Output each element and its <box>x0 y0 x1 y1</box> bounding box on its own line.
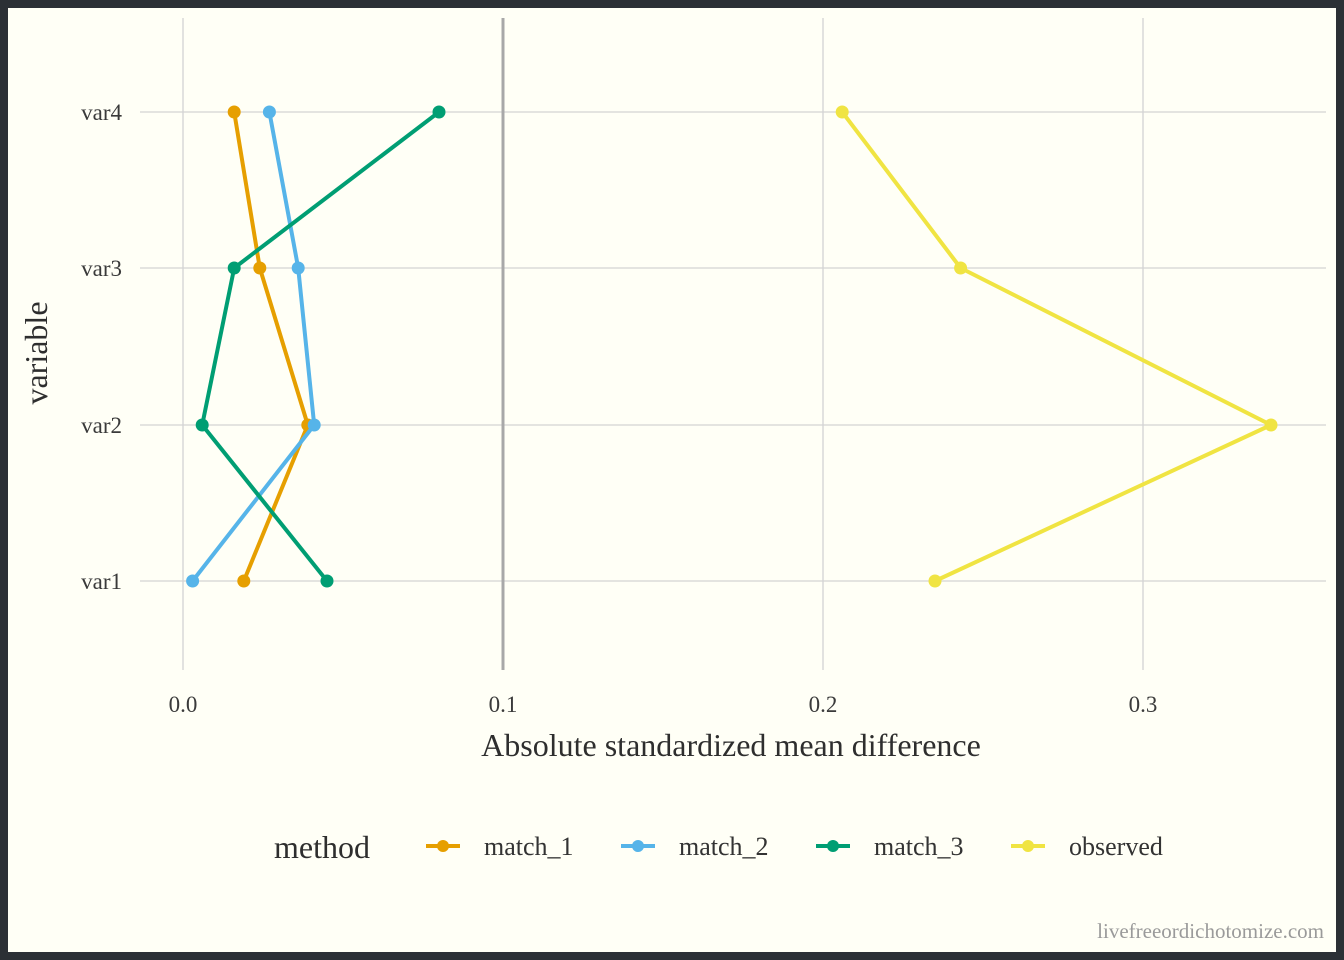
data-point-match_2-var4 <box>262 105 276 119</box>
data-point-match_2-var1 <box>186 574 200 588</box>
legend-title: method <box>274 829 370 865</box>
legend-item-match_3: match_3 <box>816 832 964 861</box>
series-line-match_1 <box>232 111 310 582</box>
legend: method match_1 match_2 match_3 observed <box>274 829 1163 865</box>
data-point-match_2-var3 <box>291 261 305 275</box>
data-point-match_2-var2 <box>307 418 321 432</box>
legend-key-point <box>1022 840 1034 852</box>
data-point-match_3-var4 <box>432 105 446 119</box>
series-line-match_3 <box>200 110 441 583</box>
legend-label: match_2 <box>679 832 769 861</box>
x-tick-label: 0.0 <box>169 692 198 717</box>
chart-svg: var1 var2 var3 var4 0.0 0.1 0.2 0.3 Absolute s… <box>18 18 1326 943</box>
legend-key-point <box>437 840 449 852</box>
y-tick-labels: var1 var2 var3 var4 <box>81 100 122 594</box>
x-tick-label: 0.3 <box>1129 692 1158 717</box>
series-line-observed <box>840 110 1273 583</box>
caption: livefreeordichotomize.com <box>1097 919 1324 943</box>
series-observed <box>835 105 1278 588</box>
data-point-match_3-var1 <box>320 574 334 588</box>
chart-panel: var1 var2 var3 var4 0.0 0.1 0.2 0.3 Absolute s… <box>8 8 1336 952</box>
data-point-match_3-var3 <box>227 261 241 275</box>
legend-label: match_3 <box>874 832 964 861</box>
y-axis-title: variable <box>18 301 54 404</box>
data-point-observed-var2 <box>1264 418 1278 432</box>
legend-key-point <box>632 840 644 852</box>
series-line-match_2 <box>191 111 317 583</box>
data-point-match_1-var1 <box>237 574 251 588</box>
data-point-match_3-var2 <box>195 418 209 432</box>
legend-item-observed: observed <box>1011 832 1163 861</box>
legend-label: match_1 <box>484 832 574 861</box>
x-tick-label: 0.1 <box>489 692 518 717</box>
series-match_1 <box>227 105 315 588</box>
data-point-match_1-var4 <box>227 105 241 119</box>
data-point-observed-var3 <box>954 261 968 275</box>
series-match_2 <box>186 105 321 588</box>
legend-key-point <box>827 840 839 852</box>
series-match_3 <box>195 105 446 588</box>
y-tick-label: var2 <box>81 413 122 438</box>
x-tick-label: 0.2 <box>809 692 838 717</box>
legend-item-match_1: match_1 <box>426 832 574 861</box>
data-point-observed-var4 <box>835 105 849 119</box>
x-axis-title: Absolute standardized mean difference <box>481 727 981 763</box>
y-tick-label: var1 <box>81 569 122 594</box>
legend-item-match_2: match_2 <box>621 832 769 861</box>
legend-label: observed <box>1069 832 1163 861</box>
data-point-match_1-var3 <box>253 261 267 275</box>
y-tick-label: var4 <box>81 100 122 125</box>
series-group <box>186 105 1278 588</box>
data-point-observed-var1 <box>928 574 942 588</box>
y-tick-label: var3 <box>81 256 122 281</box>
x-tick-labels: 0.0 0.1 0.2 0.3 <box>169 692 1158 717</box>
